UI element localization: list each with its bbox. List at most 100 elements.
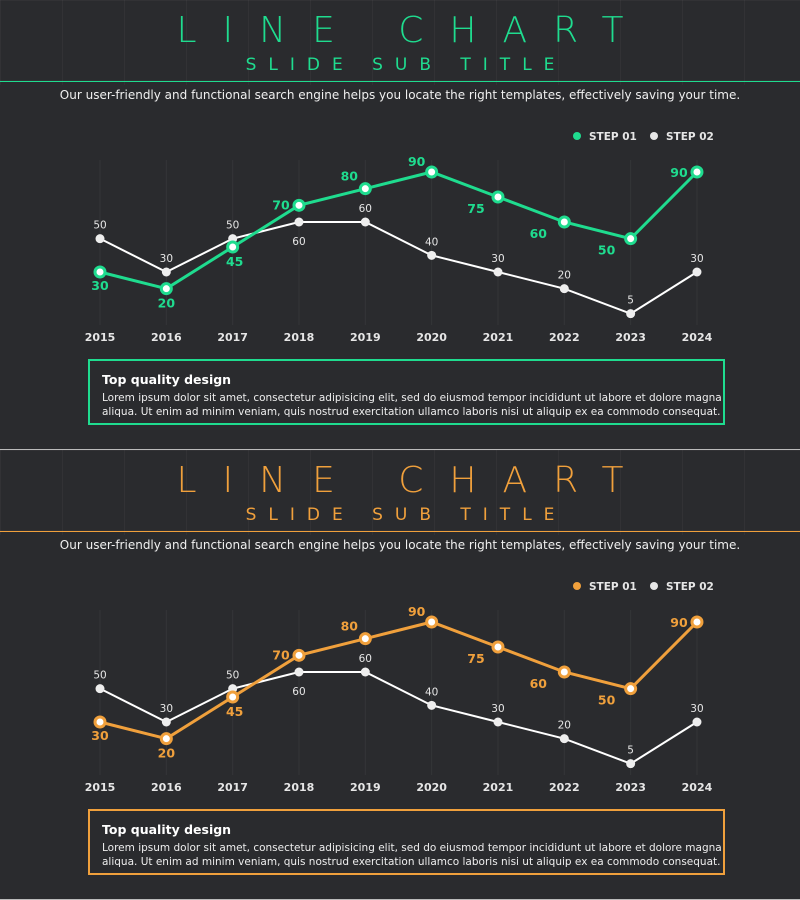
- x-tick-label: 2020: [416, 781, 447, 794]
- data-label: 20: [558, 270, 571, 282]
- data-label: 60: [530, 676, 548, 691]
- title-divider: [0, 81, 800, 82]
- x-tick-label: 2023: [615, 331, 646, 344]
- data-label: 20: [558, 720, 571, 732]
- data-label: 20: [158, 746, 176, 761]
- data-label: 30: [160, 253, 173, 265]
- x-tick-label: 2018: [284, 781, 315, 794]
- x-tick-label: 2017: [217, 331, 248, 344]
- data-point: [95, 234, 105, 244]
- slide-title: LINE CHART: [176, 460, 650, 501]
- title-divider: [0, 531, 800, 532]
- data-label: 30: [690, 253, 703, 265]
- x-tick-label: 2023: [615, 781, 646, 794]
- data-point: [93, 265, 107, 279]
- line-chart: 2015 2016 2017 2018 2019 2020 2021 2022 2023 2024…: [85, 581, 714, 794]
- line-chart: 2015 2016 2017 2018 2019 2020 2021 2022 2023 2024…: [85, 131, 714, 344]
- data-point: [358, 632, 372, 646]
- info-box-heading: Top quality design: [102, 372, 232, 387]
- data-point: [690, 615, 704, 629]
- data-point: [360, 217, 370, 227]
- series-line: [99, 670, 698, 765]
- data-point: [93, 715, 107, 729]
- info-box-text: Lorem ipsum dolor sit amet, consectetur …: [102, 392, 722, 418]
- x-tick-label: 2016: [151, 781, 182, 794]
- data-point: [292, 648, 306, 662]
- data-label: 20: [158, 296, 176, 311]
- data-label: 70: [272, 647, 290, 662]
- data-point: [493, 717, 503, 727]
- data-point: [624, 682, 638, 696]
- data-label: 30: [160, 703, 173, 715]
- data-point: [690, 165, 704, 179]
- series-line: [99, 170, 699, 291]
- data-label: 75: [467, 201, 484, 216]
- data-point: [226, 690, 240, 704]
- data-label: 50: [93, 220, 106, 232]
- x-tick-label: 2022: [549, 781, 580, 794]
- data-point: [294, 667, 304, 677]
- data-point: [161, 267, 171, 277]
- legend-marker: [573, 582, 581, 590]
- data-label: 70: [272, 197, 290, 212]
- data-point: [557, 665, 571, 679]
- x-tick-label: 2017: [217, 781, 248, 794]
- x-tick-label: 2022: [549, 331, 580, 344]
- data-point: [294, 217, 304, 227]
- legend-label: STEP 02: [666, 581, 714, 593]
- data-label: 30: [91, 728, 109, 743]
- x-tick-label: 2019: [350, 781, 381, 794]
- data-label: 75: [467, 651, 484, 666]
- data-label: 60: [359, 653, 372, 665]
- data-label: 30: [491, 253, 504, 265]
- x-tick-label: 2019: [350, 331, 381, 344]
- data-label: 60: [530, 226, 548, 241]
- data-label: 40: [425, 686, 438, 698]
- data-label: 50: [226, 220, 239, 232]
- data-label: 90: [670, 615, 688, 630]
- data-label: 80: [341, 169, 359, 184]
- data-point: [159, 732, 173, 746]
- data-point: [692, 717, 702, 727]
- data-label: 50: [93, 670, 106, 682]
- legend-label: STEP 01: [589, 131, 637, 143]
- x-tick-label: 2015: [85, 781, 116, 794]
- data-point: [559, 284, 569, 294]
- data-point: [159, 282, 173, 296]
- data-point: [559, 734, 569, 744]
- slide-subtitle: SLIDE SUB TITLE: [245, 505, 567, 525]
- data-label: 30: [690, 703, 703, 715]
- data-label: 5: [627, 745, 634, 757]
- x-tick-label: 2020: [416, 331, 447, 344]
- data-label: 45: [226, 254, 243, 269]
- slide-subtitle: SLIDE SUB TITLE: [245, 55, 567, 75]
- data-point: [292, 198, 306, 212]
- data-point: [425, 165, 439, 179]
- data-point: [626, 309, 636, 319]
- info-box: Top quality design Lorem ipsum dolor sit…: [88, 809, 725, 875]
- series-line: [99, 220, 698, 315]
- data-point: [624, 232, 638, 246]
- data-label: 90: [408, 604, 426, 619]
- data-point: [557, 215, 571, 229]
- slide-description: Our user-friendly and functional search …: [59, 88, 741, 102]
- slide: LINE CHART SLIDE SUB TITLE Our user-frie…: [0, 450, 800, 900]
- data-label: 80: [341, 619, 359, 634]
- x-tick-label: 2024: [682, 781, 713, 794]
- data-label: 60: [292, 686, 305, 698]
- data-label: 90: [670, 165, 688, 180]
- slide-description: Our user-friendly and functional search …: [59, 538, 741, 552]
- data-point: [491, 190, 505, 204]
- data-point: [161, 717, 171, 727]
- data-label: 5: [627, 295, 634, 307]
- x-tick-label: 2016: [151, 331, 182, 344]
- data-label: 90: [408, 154, 426, 169]
- legend-label: STEP 02: [666, 131, 714, 143]
- data-label: 60: [359, 203, 372, 215]
- info-box-text: Lorem ipsum dolor sit amet, consectetur …: [102, 842, 722, 868]
- data-label: 50: [226, 670, 239, 682]
- data-point: [427, 700, 437, 710]
- data-point: [360, 667, 370, 677]
- data-point: [493, 267, 503, 277]
- data-point: [358, 182, 372, 196]
